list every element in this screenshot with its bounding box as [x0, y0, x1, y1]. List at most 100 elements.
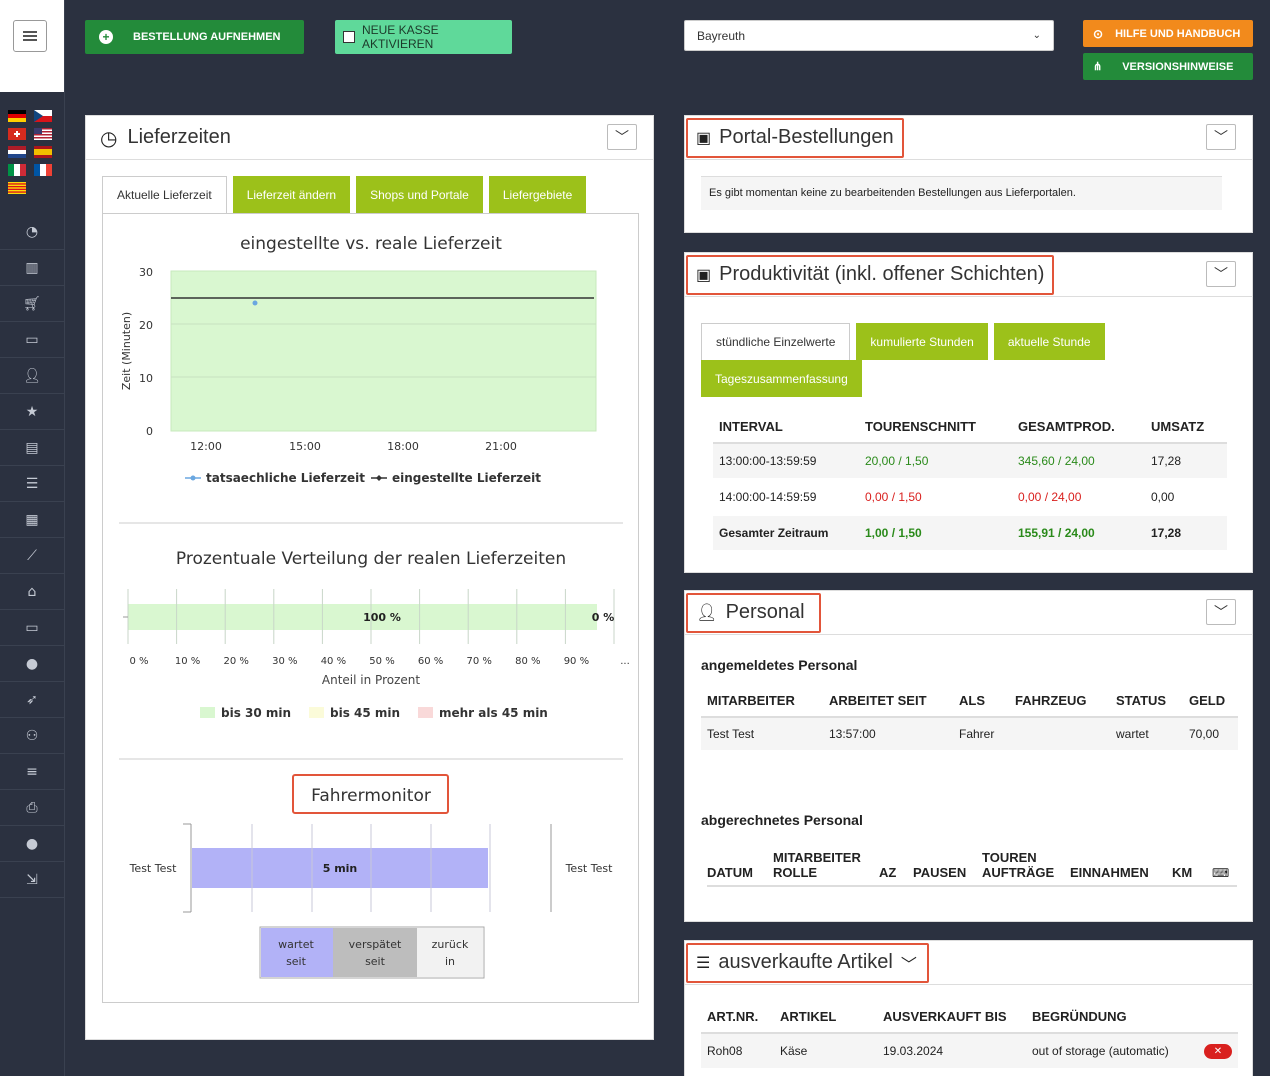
- legend-wartet-line1: wartet: [278, 938, 314, 951]
- sidebar-nav: ◔ ▥ 🛒︎ ▭ 👤︎ ★ ▤ ☰ ▦ ⟋ ⌂ ▭ ● ➶ ⚇ ≡ ⎙ ● ⇲: [0, 214, 64, 898]
- collapse-lieferzeiten-button[interactable]: ﹀: [607, 124, 637, 150]
- tab-tageszusammenfassung[interactable]: Tageszusammenfassung: [701, 360, 862, 397]
- col-umsatz[interactable]: UMSATZ: [1145, 411, 1227, 444]
- fahrermonitor-title: Fahrermonitor: [311, 786, 431, 806]
- chart2-legend-30[interactable]: bis 30 min: [221, 706, 291, 720]
- archive-icon[interactable]: ▤: [0, 430, 64, 466]
- col-ausverkauft-bis[interactable]: AUSVERKAUFT BIS: [877, 1001, 1026, 1034]
- book-icon[interactable]: ▦: [0, 502, 64, 538]
- col-gesamtprod[interactable]: GESAMTPROD.: [1012, 411, 1145, 444]
- table-row: 13:00:00-13:59:59 20,00 / 1,50 345,60 / …: [713, 443, 1227, 478]
- cell-interval: 14:00:00-14:59:59: [719, 490, 817, 504]
- cart-icon[interactable]: 🛒︎: [0, 286, 64, 322]
- list-icon[interactable]: ☰: [0, 466, 64, 502]
- col-km[interactable]: KM: [1172, 865, 1193, 880]
- location-select[interactable]: Bayreuth ⌄: [684, 20, 1054, 51]
- database-icon[interactable]: ≡: [0, 754, 64, 790]
- screen-icon[interactable]: ▭: [0, 610, 64, 646]
- dashboard-icon[interactable]: ◔: [0, 214, 64, 250]
- ausverkauft-title-highlight[interactable]: ☰ ausverkaufte Artikel ﹀: [686, 942, 929, 983]
- col-status[interactable]: STATUS: [1110, 685, 1183, 718]
- flag-nl-icon[interactable]: [8, 146, 26, 158]
- printer-icon[interactable]: ⎙: [0, 790, 64, 826]
- col-geld[interactable]: GELD: [1183, 685, 1238, 718]
- flag-it-icon[interactable]: [8, 164, 26, 176]
- collapse-personal-button[interactable]: ﹀: [1206, 599, 1236, 625]
- help-button[interactable]: ⊙ HILFE UND HANDBUCH: [1083, 20, 1253, 47]
- collapse-portal-button[interactable]: ﹀: [1206, 124, 1236, 150]
- tab-aktuelle-stunde[interactable]: aktuelle Stunde: [993, 323, 1105, 360]
- col-az[interactable]: AZ: [879, 865, 897, 880]
- logout-icon[interactable]: ⇲: [0, 862, 64, 898]
- bar-chart-icon[interactable]: ▥: [0, 250, 64, 286]
- tab-kumulierte-stunden[interactable]: kumulierte Stunden: [856, 323, 988, 360]
- clock-icon: ◷: [100, 125, 118, 150]
- col-pausen[interactable]: PAUSEN: [913, 865, 967, 880]
- trend-icon[interactable]: ⟋: [0, 538, 64, 574]
- order-button[interactable]: + BESTELLUNG AUFNEHMEN: [85, 20, 304, 54]
- col-mitarbeiter[interactable]: MITARBEITER: [701, 685, 823, 718]
- order-button-label: BESTELLUNG AUFNEHMEN: [133, 31, 281, 43]
- lieferzeiten-title: Lieferzeiten: [127, 126, 231, 148]
- collapse-produktivitaet-button[interactable]: ﹀: [1206, 261, 1236, 287]
- language-flags: [8, 110, 54, 194]
- tab-liefergebiete[interactable]: Liefergebiete: [488, 176, 587, 213]
- legend-verspaetet-line2: seit: [365, 955, 386, 968]
- add-user-icon[interactable]: 👤︎: [0, 358, 64, 394]
- chevron-down-icon: ﹀: [615, 129, 629, 145]
- flag-cz-icon[interactable]: [34, 110, 52, 122]
- col-fahrzeug[interactable]: FAHRZEUG: [1009, 685, 1110, 718]
- col-mitarbeiter-rolle[interactable]: MITARBEITER ROLLE: [773, 850, 879, 880]
- chart1-xtick: 12:00: [190, 440, 222, 453]
- col-begruendung[interactable]: BEGRÜNDUNG: [1026, 1001, 1198, 1034]
- flag-us-icon[interactable]: [34, 128, 52, 140]
- chart2-legend-45[interactable]: bis 45 min: [330, 706, 400, 720]
- chart1-legend-real[interactable]: tatsaechliche Lieferzeit: [206, 471, 365, 485]
- monitor-icon[interactable]: ▭: [0, 322, 64, 358]
- chart2-xtick: 80 %: [515, 656, 540, 667]
- col-arbeitet-seit[interactable]: ARBEITET SEIT: [823, 685, 953, 718]
- col-als[interactable]: ALS: [953, 685, 1009, 718]
- keyboard-icon[interactable]: ⌨: [1212, 866, 1230, 880]
- person-icon[interactable]: ●: [0, 826, 64, 862]
- rocket-icon[interactable]: ➶: [0, 682, 64, 718]
- user-icon[interactable]: ●: [0, 646, 64, 682]
- legend-set-marker-icon: [376, 475, 382, 481]
- col-touren-auftraege[interactable]: TOUREN AUFTRÄGE: [982, 850, 1070, 880]
- col-datum[interactable]: DATUM: [707, 865, 753, 880]
- chart1-legend-set[interactable]: eingestellte Lieferzeit: [392, 471, 541, 485]
- cell-geld: 70,00: [1183, 717, 1238, 750]
- driver-wait-bar[interactable]: [192, 848, 488, 888]
- col-einnahmen[interactable]: EINNAHMEN: [1070, 865, 1149, 880]
- col-artnr[interactable]: ART.NR.: [701, 1001, 774, 1034]
- flag-ch-icon[interactable]: [8, 128, 26, 140]
- chart2-xtick: 10 %: [175, 656, 200, 667]
- tab-stuendliche-einzelwerte[interactable]: stündliche Einzelwerte: [701, 323, 851, 360]
- tab-aktuelle-lieferzeit[interactable]: Aktuelle Lieferzeit: [102, 176, 227, 213]
- new-register-button[interactable]: NEUE KASSE AKTIVIEREN: [335, 20, 512, 54]
- flag-ca-icon[interactable]: [8, 182, 26, 194]
- billed-heading: abgerechnetes Personal: [701, 812, 863, 828]
- delete-button[interactable]: ✕: [1204, 1044, 1232, 1059]
- col-artikel[interactable]: ARTIKEL: [774, 1001, 877, 1034]
- menu-toggle-button[interactable]: [13, 20, 47, 52]
- chart2-legend-more[interactable]: mehr als 45 min: [439, 706, 548, 720]
- flag-fr-icon[interactable]: [34, 164, 52, 176]
- tab-lieferzeit-aendern[interactable]: Lieferzeit ändern: [232, 176, 351, 213]
- col-interval[interactable]: INTERVAL: [713, 411, 859, 444]
- col-touren-label: TOUREN: [982, 850, 1037, 865]
- close-icon: ✕: [1213, 1046, 1223, 1057]
- legend-swatch-yellow: [309, 707, 324, 718]
- users-icon[interactable]: ⚇: [0, 718, 64, 754]
- version-button[interactable]: ⋔ VERSIONSHINWEISE: [1083, 53, 1253, 80]
- flag-es-icon[interactable]: [34, 146, 52, 158]
- col-tourenschnitt[interactable]: TOURENSCHNITT: [859, 411, 1012, 444]
- ausverkauft-table: ART.NR. ARTIKEL AUSVERKAUFT BIS BEGRÜNDU…: [701, 1001, 1238, 1068]
- star-icon[interactable]: ★: [0, 394, 64, 430]
- legend-zurueck-line2: in: [445, 955, 455, 968]
- chevron-down-icon: ﹀: [1214, 129, 1228, 145]
- flag-de-icon[interactable]: [8, 110, 26, 122]
- ausverkauft-table-wrap: ART.NR. ARTIKEL AUSVERKAUFT BIS BEGRÜNDU…: [701, 1001, 1238, 1068]
- tab-shops-portale[interactable]: Shops und Portale: [356, 176, 483, 213]
- home-icon[interactable]: ⌂: [0, 574, 64, 610]
